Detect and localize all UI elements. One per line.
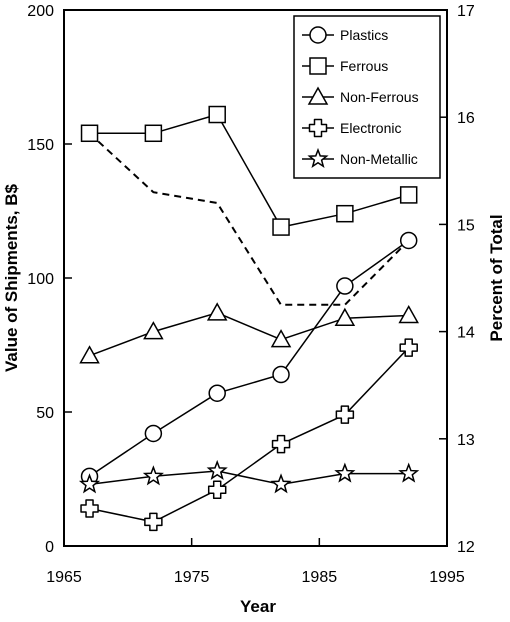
y-tick-label: 100 [27,271,54,288]
data-point-non-ferrous [398,304,419,324]
y2-tick-label: 15 [457,217,475,234]
legend-label: Non-Ferrous [340,89,419,105]
y-tick-label: 200 [27,3,54,20]
legend: Plastics Ferrous Non-Ferrous Electronic Non-… [293,15,441,179]
data-point-electronic [335,405,355,424]
legend-marker-electronic [308,118,328,138]
data-point-non-metallic [398,462,420,483]
data-point-plastics [144,424,163,443]
data-point-plastics [208,384,226,402]
data-point-non-metallic [78,473,101,494]
legend-marker-non-ferrous [307,86,329,105]
y2-axis-ticks: 12 13 14 15 16 17 [439,3,475,556]
data-point-ferrous [144,124,163,143]
data-point-non-ferrous [270,329,292,348]
data-point-ferrous [399,186,418,204]
y-axis-ticks: 0 50 100 150 200 [27,3,72,556]
y2-tick-label: 17 [457,3,475,20]
x-axis-title: Year [240,597,276,616]
x-axis-ticks: 1965 1975 1985 1995 [46,538,465,586]
data-point-ferrous [208,105,226,124]
percent-of-total-line [88,132,410,306]
data-point-non-ferrous [79,345,100,364]
series-markers [78,105,420,532]
data-point-electronic [80,499,99,518]
legend-label: Non-Metallic [340,151,418,167]
series-line-non-metallic [89,470,409,486]
data-point-non-metallic [206,459,228,480]
y-tick-label: 0 [45,539,54,556]
data-point-electronic [144,512,163,532]
series-line-plastics [89,239,410,477]
legend-marker-non-metallic [307,147,329,169]
data-point-plastics [336,277,354,295]
x-tick-label: 1975 [174,569,210,586]
y-axis-title: Value of Shipments, B$ [2,183,21,372]
series-line-non-ferrous [89,312,409,357]
data-point-non-ferrous [143,321,164,340]
series-lines [88,113,410,523]
y2-tick-label: 13 [457,432,475,449]
y2-tick-label: 12 [457,539,475,556]
series-line-electronic [89,347,410,523]
x-tick-label: 1965 [46,569,82,586]
x-tick-label: 1995 [429,569,465,586]
data-point-plastics [272,365,290,384]
data-point-ferrous [336,204,354,223]
data-point-electronic [399,338,418,357]
legend-label: Ferrous [340,58,388,74]
legend-marker-plastics [309,26,327,44]
legend-label: Electronic [340,120,401,136]
y2-tick-label: 14 [457,325,475,342]
y2-axis-title: Percent of Total [487,214,506,341]
data-point-non-ferrous [334,307,356,326]
y2-tick-label: 16 [457,110,475,127]
y-tick-label: 50 [36,405,54,422]
series-line-ferrous [89,113,409,228]
data-point-non-metallic [270,473,292,494]
data-point-non-ferrous [206,302,228,321]
data-point-non-metallic [334,462,356,483]
y-tick-label: 150 [27,137,54,154]
data-point-ferrous [80,124,99,143]
data-point-ferrous [272,218,290,236]
data-point-non-metallic [142,465,164,486]
legend-marker-ferrous [309,57,327,75]
x-tick-label: 1985 [302,569,338,586]
data-point-plastics [399,231,418,250]
data-point-electronic [207,480,227,499]
data-point-electronic [271,434,291,454]
legend-label: Plastics [340,27,388,43]
